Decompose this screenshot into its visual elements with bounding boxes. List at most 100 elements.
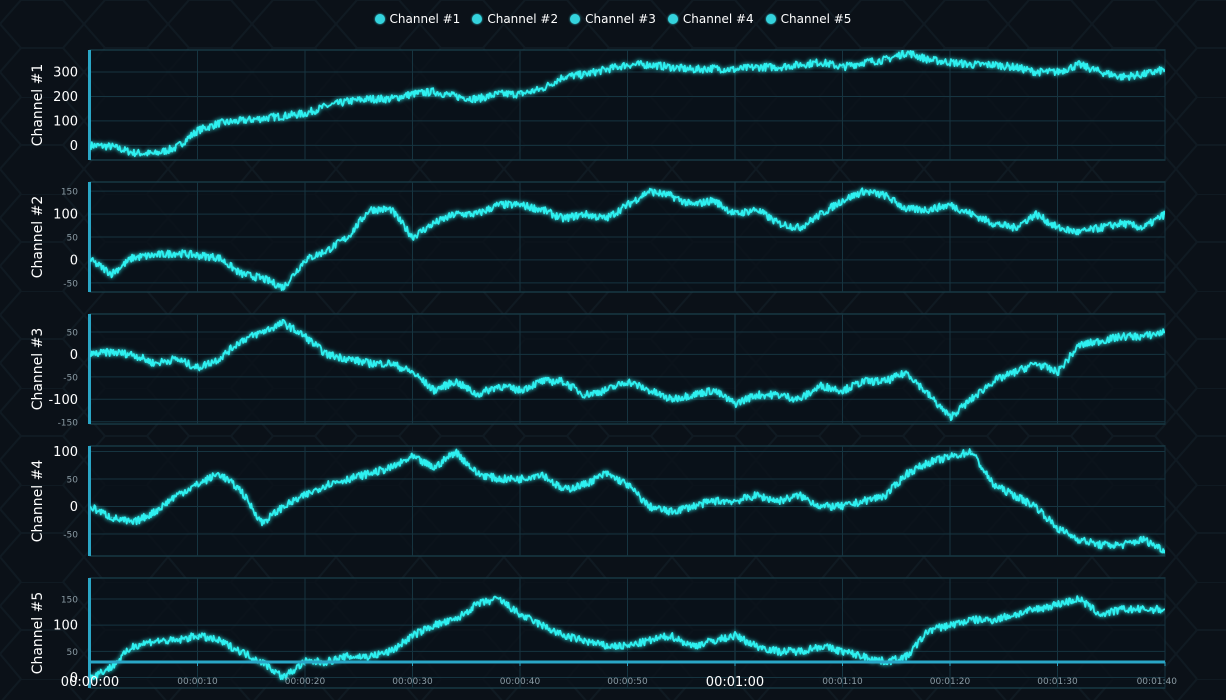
data-point	[648, 190, 650, 193]
data-point	[798, 398, 801, 401]
data-point	[562, 489, 564, 491]
legend-item-channel-4[interactable]: Channel #4	[667, 12, 754, 26]
data-point	[153, 511, 156, 513]
data-point	[669, 398, 672, 401]
data-point	[476, 603, 478, 606]
data-point	[777, 650, 779, 653]
circle-marker-icon	[570, 14, 581, 24]
data-point	[820, 505, 822, 508]
legend-label: Channel #4	[682, 12, 754, 26]
data-point	[712, 389, 715, 392]
circle-marker-icon	[472, 14, 483, 24]
data-point	[90, 505, 91, 508]
data-point	[411, 371, 414, 374]
data-point	[755, 208, 758, 211]
legend-item-channel-5[interactable]: Channel #5	[765, 12, 851, 26]
data-point	[1078, 344, 1080, 347]
data-point	[347, 478, 349, 480]
legend-item-channel-2[interactable]: Channel #2	[472, 12, 558, 26]
data-point	[153, 362, 156, 365]
data-point	[562, 217, 564, 220]
data-point	[90, 144, 91, 147]
data-point	[196, 254, 199, 257]
channel-panel-5: 0 50 100 150 Channel #5	[30, 577, 1166, 689]
data-point	[777, 222, 779, 225]
data-point	[583, 483, 586, 486]
data-point	[712, 67, 715, 70]
series-clip-group	[90, 187, 1165, 291]
data-point	[433, 389, 435, 392]
data-point	[1056, 527, 1059, 530]
data-point	[712, 639, 715, 642]
data-point	[347, 100, 349, 103]
series-line-channel-2	[90, 187, 1165, 291]
data-point	[411, 93, 414, 95]
data-point	[1121, 222, 1123, 225]
legend-item-channel-1[interactable]: Channel #1	[374, 12, 460, 26]
data-point	[906, 51, 908, 54]
data-point	[497, 478, 500, 480]
data-point	[949, 456, 951, 458]
data-point	[196, 366, 199, 369]
data-point	[519, 204, 521, 206]
data-point	[1121, 335, 1123, 338]
data-point	[347, 655, 349, 658]
legend: Channel #1 Channel #2 Channel #3 Channel…	[0, 12, 1226, 26]
y-tick-label: 50	[67, 234, 79, 244]
data-point	[454, 450, 457, 453]
data-point	[734, 402, 736, 405]
data-point	[841, 505, 844, 508]
data-point	[196, 483, 199, 486]
channel-panel-3: -150 -100 -50 0 50 Channel #3	[30, 313, 1166, 428]
y-tick-label: 0	[70, 500, 78, 515]
data-point	[820, 384, 822, 387]
x-tick-label: 00:00:30	[392, 677, 433, 687]
data-point	[583, 73, 586, 76]
y-tick-label: -50	[63, 531, 78, 541]
data-point	[110, 516, 113, 519]
x-tick-label: 00:01:00	[706, 675, 764, 690]
data-point	[712, 500, 715, 502]
circle-marker-icon	[667, 14, 678, 24]
legend-item-channel-3[interactable]: Channel #3	[570, 12, 656, 26]
y-axis-title: Channel #1	[30, 64, 46, 147]
legend-label: Channel #3	[585, 12, 656, 26]
data-point	[1035, 71, 1037, 73]
data-point	[1099, 226, 1102, 229]
data-point	[454, 95, 457, 98]
circle-marker-icon	[765, 14, 776, 24]
data-point	[669, 194, 672, 197]
data-point	[691, 204, 693, 206]
data-point	[1121, 75, 1123, 78]
data-point	[261, 331, 263, 333]
x-tick-label: 00:01:30	[1037, 677, 1078, 687]
y-tick-label: -50	[63, 279, 78, 289]
channel-panel-4: -50 0 50 100 Channel #4	[30, 445, 1166, 557]
y-tick-label: -100	[48, 393, 78, 408]
x-axis: 00:00:00 00:00:10 00:00:20 00:00:30 00:00:40…	[61, 660, 1177, 690]
data-point	[90, 676, 91, 679]
data-point	[863, 500, 865, 502]
data-point	[970, 213, 973, 215]
data-point	[777, 66, 779, 69]
data-point	[368, 655, 371, 658]
data-point	[648, 505, 650, 508]
data-point	[927, 393, 930, 396]
data-point	[992, 63, 994, 66]
y-tick-label: 200	[53, 90, 78, 105]
data-point	[1035, 505, 1037, 508]
data-point	[1078, 538, 1080, 541]
data-point	[583, 213, 586, 215]
data-point	[519, 613, 521, 616]
data-point	[927, 58, 930, 61]
data-point	[755, 645, 758, 647]
data-point	[1121, 608, 1123, 611]
x-tick-label: 00:00:20	[285, 677, 326, 687]
y-tick-label: 0	[70, 348, 78, 363]
data-point	[476, 213, 478, 215]
series-clip-group	[90, 319, 1165, 422]
data-point	[669, 634, 672, 637]
data-point	[110, 145, 113, 148]
data-point	[1013, 613, 1016, 616]
